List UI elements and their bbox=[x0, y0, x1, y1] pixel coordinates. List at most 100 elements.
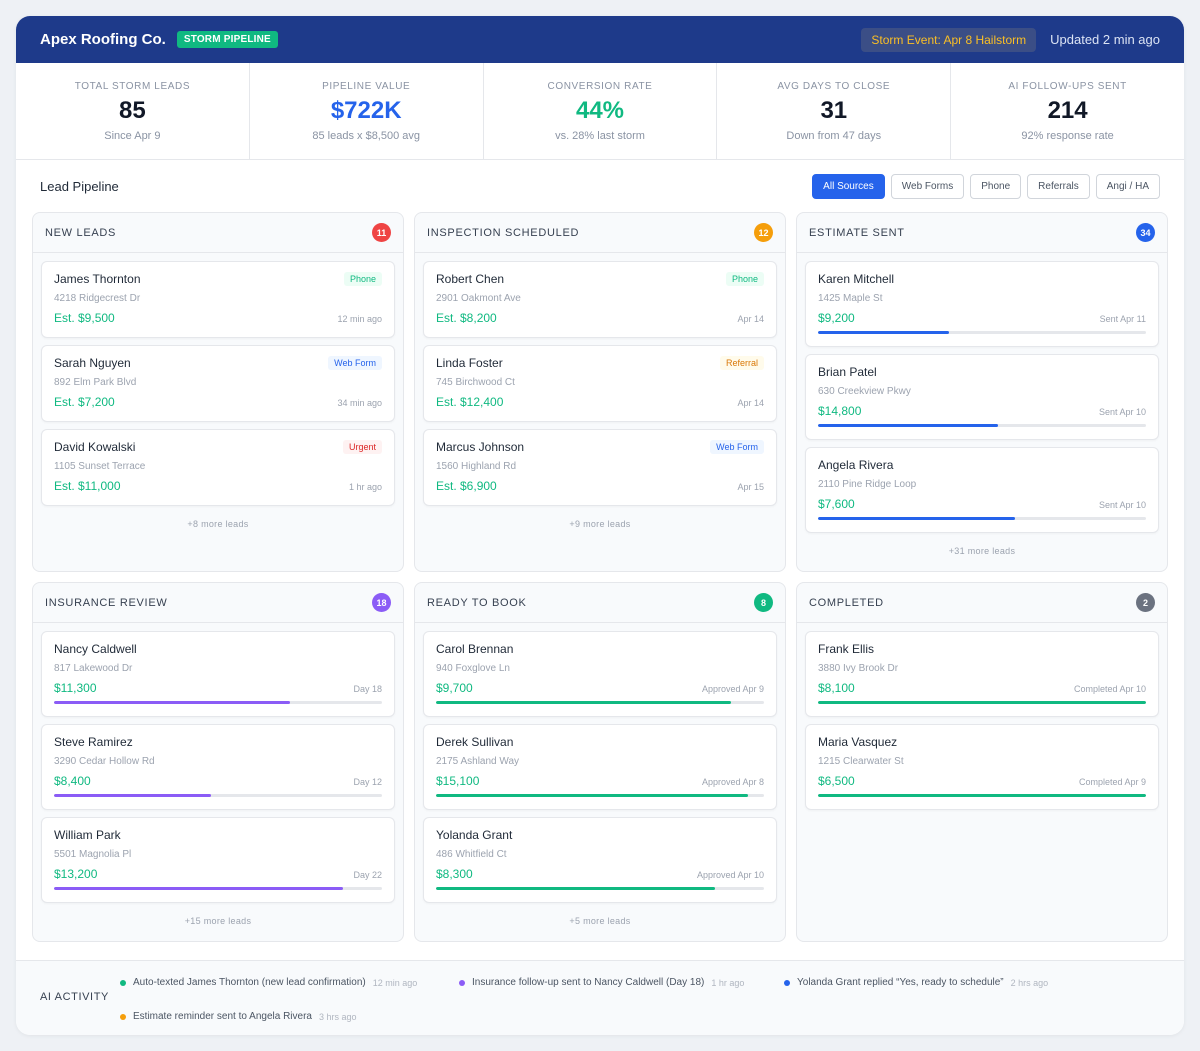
lead-progress-fill bbox=[54, 701, 291, 704]
stat-total-leads: TOTAL STORM LEADS 85 Since Apr 9 bbox=[16, 63, 250, 159]
more-leads-link[interactable]: +15 more leads bbox=[184, 916, 252, 926]
lead-amount: Est. $11,000 bbox=[54, 479, 121, 493]
lead-card[interactable]: Steve Ramirez 3290 Cedar Hollow Rd $8,40… bbox=[41, 724, 395, 810]
column-header: INSPECTION SCHEDULED 12 bbox=[415, 213, 785, 253]
more-leads-link[interactable]: +9 more leads bbox=[569, 519, 631, 529]
lead-amount: $9,700 bbox=[436, 681, 473, 695]
column-header: NEW LEADS 11 bbox=[33, 213, 403, 253]
lead-card[interactable]: Brian Patel 630 Creekview Pkwy $14,800 S… bbox=[805, 354, 1159, 440]
lead-amount: $14,800 bbox=[818, 404, 862, 418]
lead-card[interactable]: Sarah Nguyen 892 Elm Park Blvd Est. $7,2… bbox=[41, 345, 395, 422]
source-tag: Web Form bbox=[710, 440, 764, 454]
lead-meta: Completed Apr 10 bbox=[1073, 684, 1146, 694]
ai-activity-label: AI ACTIVITY bbox=[40, 991, 109, 1003]
lead-amount: $7,600 bbox=[818, 497, 855, 511]
lead-card[interactable]: Carol Brennan 940 Foxglove Ln $9,700 App… bbox=[423, 631, 777, 717]
activity-item[interactable]: Auto-texted James Thornton (new lead con… bbox=[120, 977, 417, 988]
lead-amount: $13,200 bbox=[54, 867, 98, 881]
column-count-badge: 8 bbox=[754, 593, 773, 612]
lead-card[interactable]: Yolanda Grant 486 Whitfield Ct $8,300 Ap… bbox=[423, 817, 777, 903]
lead-name: David Kowalski bbox=[54, 440, 136, 454]
lead-progress-bar bbox=[818, 517, 1146, 520]
column-title: COMPLETED bbox=[809, 596, 884, 609]
lead-meta: Sent Apr 10 bbox=[1098, 407, 1146, 417]
lead-name: Brian Patel bbox=[818, 365, 877, 379]
column-header: COMPLETED 2 bbox=[797, 583, 1167, 623]
column-title: INSURANCE REVIEW bbox=[45, 596, 168, 609]
activity-item[interactable]: Insurance follow-up sent to Nancy Caldwe… bbox=[459, 977, 744, 988]
lead-name: Linda Foster bbox=[436, 356, 503, 370]
more-leads-link[interactable]: +8 more leads bbox=[187, 519, 249, 529]
lead-card[interactable]: Angela Rivera 2110 Pine Ridge Loop $7,60… bbox=[805, 447, 1159, 533]
column-title: INSPECTION SCHEDULED bbox=[427, 226, 580, 239]
filter-web-forms[interactable]: Web Forms bbox=[890, 173, 965, 199]
lead-meta: Apr 14 bbox=[737, 398, 764, 408]
lead-card[interactable]: Karen Mitchell 1425 Maple St $9,200 Sent… bbox=[805, 261, 1159, 347]
lead-address: 630 Creekview Pkwy bbox=[818, 386, 911, 397]
lead-name: Nancy Caldwell bbox=[54, 642, 137, 656]
lead-meta: Approved Apr 8 bbox=[701, 777, 764, 787]
column-new-leads: NEW LEADS 11 James Thornton 4218 Ridgecr… bbox=[32, 212, 404, 572]
activity-text: Estimate reminder sent to Angela Rivera bbox=[133, 1011, 312, 1022]
more-leads-link[interactable]: +31 more leads bbox=[948, 546, 1016, 556]
lead-name: William Park bbox=[54, 828, 121, 842]
activity-item[interactable]: Estimate reminder sent to Angela Rivera … bbox=[120, 1011, 357, 1022]
column-count-badge: 18 bbox=[372, 593, 391, 612]
lead-amount: Est. $12,400 bbox=[436, 395, 504, 409]
lead-card[interactable]: David Kowalski 1105 Sunset Terrace Est. … bbox=[41, 429, 395, 506]
activity-text: Yolanda Grant replied “Yes, ready to sch… bbox=[797, 977, 1004, 988]
lead-card[interactable]: Maria Vasquez 1215 Clearwater St $6,500 … bbox=[805, 724, 1159, 810]
lead-amount: $9,200 bbox=[818, 311, 855, 325]
lead-meta: Sent Apr 10 bbox=[1098, 500, 1146, 510]
lead-card[interactable]: James Thornton 4218 Ridgecrest Dr Est. $… bbox=[41, 261, 395, 338]
lead-meta: Day 12 bbox=[353, 777, 382, 787]
more-leads-link[interactable]: +5 more leads bbox=[569, 916, 631, 926]
lead-progress-fill bbox=[54, 887, 343, 890]
lead-address: 3290 Cedar Hollow Rd bbox=[54, 756, 155, 767]
pipeline-toolbar: Lead Pipeline All Sources Web Forms Phon… bbox=[16, 160, 1184, 212]
filter-referrals[interactable]: Referrals bbox=[1027, 173, 1090, 199]
lead-card[interactable]: Derek Sullivan 2175 Ashland Way $15,100 … bbox=[423, 724, 777, 810]
lead-address: 2110 Pine Ridge Loop bbox=[818, 479, 917, 490]
column-count-badge: 2 bbox=[1136, 593, 1155, 612]
lead-progress-bar bbox=[818, 794, 1146, 797]
column-count-badge: 11 bbox=[372, 223, 391, 242]
lead-card[interactable]: Marcus Johnson 1560 Highland Rd Est. $6,… bbox=[423, 429, 777, 506]
filter-phone[interactable]: Phone bbox=[970, 173, 1022, 199]
lead-name: Sarah Nguyen bbox=[54, 356, 131, 370]
activity-item[interactable]: Yolanda Grant replied “Yes, ready to sch… bbox=[784, 977, 1048, 988]
activity-time: 12 min ago bbox=[372, 977, 418, 988]
source-tag: Urgent bbox=[342, 440, 382, 454]
lead-card[interactable]: Nancy Caldwell 817 Lakewood Dr $11,300 D… bbox=[41, 631, 395, 717]
lead-address: 745 Birchwood Ct bbox=[436, 377, 515, 388]
column-header: INSURANCE REVIEW 18 bbox=[33, 583, 403, 623]
lead-card[interactable]: Frank Ellis 3880 Ivy Brook Dr $8,100 Com… bbox=[805, 631, 1159, 717]
activity-dot-icon bbox=[784, 979, 790, 986]
lead-card[interactable]: Linda Foster 745 Birchwood Ct Est. $12,4… bbox=[423, 345, 777, 422]
source-tag: Referral bbox=[719, 356, 764, 370]
lead-address: 1215 Clearwater St bbox=[818, 756, 904, 767]
stat-avg-days: AVG DAYS TO CLOSE 31 Down from 47 days bbox=[717, 63, 952, 159]
lead-name: Derek Sullivan bbox=[436, 735, 514, 749]
lead-name: Marcus Johnson bbox=[436, 440, 525, 454]
lead-address: 3880 Ivy Brook Dr bbox=[818, 663, 899, 674]
lead-name: Robert Chen bbox=[436, 272, 505, 286]
stat-ai-followups: AI FOLLOW-UPS SENT 214 92% response rate bbox=[1008, 81, 1127, 142]
column-ready-to-book: READY TO BOOK 8 Carol Brennan 940 Foxglo… bbox=[414, 582, 786, 942]
stat-conversion-rate: CONVERSION RATE 44% vs. 28% last storm bbox=[484, 63, 718, 159]
column-title: READY TO BOOK bbox=[427, 596, 527, 609]
app-window: Apex Roofing Co. STORM PIPELINE Storm Ev… bbox=[16, 16, 1184, 1035]
source-tag: Phone bbox=[343, 272, 382, 286]
filter-angi-ha[interactable]: Angi / HA bbox=[1095, 173, 1160, 199]
lead-name: Angela Rivera bbox=[818, 458, 894, 472]
filter-all-sources[interactable]: All Sources bbox=[812, 173, 885, 199]
lead-progress-fill bbox=[818, 517, 1015, 520]
lead-card[interactable]: William Park 5501 Magnolia Pl $13,200 Da… bbox=[41, 817, 395, 903]
lead-name: James Thornton bbox=[54, 272, 141, 286]
lead-progress-bar bbox=[818, 331, 1146, 334]
lead-card[interactable]: Robert Chen 2901 Oakmont Ave Est. $8,200… bbox=[423, 261, 777, 338]
lead-progress-fill bbox=[818, 424, 999, 427]
storm-event-badge[interactable]: Storm Event: Apr 8 Hailstorm bbox=[861, 27, 1037, 52]
lead-amount: $8,400 bbox=[54, 774, 91, 788]
lead-amount: $11,300 bbox=[54, 681, 97, 695]
